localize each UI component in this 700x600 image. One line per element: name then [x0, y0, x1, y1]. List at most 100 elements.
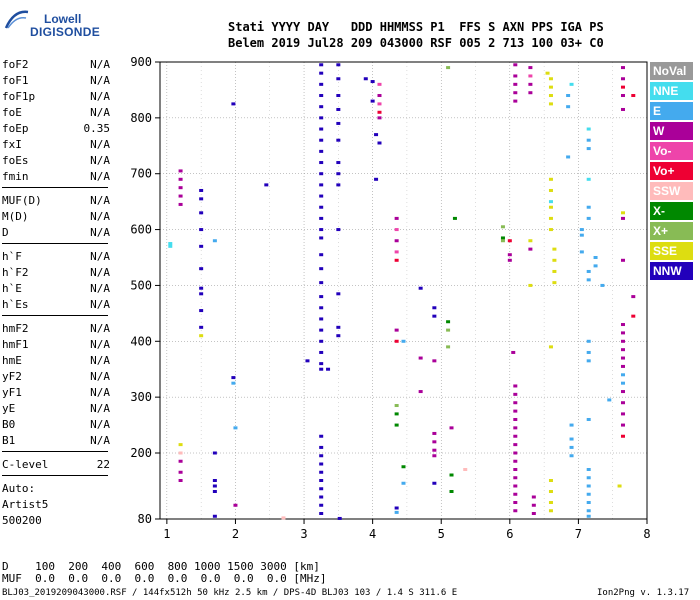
echo-point [319, 495, 324, 499]
echo-point [394, 258, 399, 262]
echo-point [377, 82, 382, 86]
echo-point [374, 133, 379, 137]
echo-point [528, 82, 533, 86]
echo-point [319, 487, 324, 491]
echo-point [513, 82, 518, 86]
echo-point [586, 278, 591, 282]
echo-point [168, 242, 173, 246]
echo-point [432, 481, 437, 485]
param-name: hmF1 [2, 338, 29, 351]
legend-item-vo: Vo+ [650, 162, 693, 180]
param-name: h`Es [2, 298, 29, 311]
echo-point [178, 194, 183, 198]
echo-point [319, 216, 324, 220]
echo-point [528, 91, 533, 95]
echo-point [548, 188, 553, 192]
echo-point [620, 356, 625, 360]
echo-point [513, 409, 518, 413]
echo-point [394, 228, 399, 232]
echo-point [281, 516, 286, 520]
echo-point [394, 328, 399, 332]
echo-point [586, 484, 591, 488]
echo-point [231, 376, 236, 380]
param-value: N/A [90, 170, 110, 183]
echo-point [319, 281, 324, 285]
echo-point [500, 236, 505, 240]
echo-point [552, 269, 557, 273]
param-value: N/A [90, 322, 110, 335]
header-row-values: Belem 2019 Jul28 209 043000 RSF 005 2 71… [228, 36, 604, 50]
echo-point [319, 295, 324, 299]
echo-point [231, 381, 236, 385]
divider [2, 243, 108, 244]
echo-point [233, 426, 238, 430]
echo-point [620, 107, 625, 111]
echo-point [620, 211, 625, 215]
file-info: BLJ03_2019209043000.RSF / 144fx512h 50 k… [2, 588, 458, 598]
echo-point [620, 412, 625, 416]
echo-point [586, 476, 591, 480]
param-value: N/A [90, 434, 110, 447]
echo-point [500, 239, 505, 243]
echo-point [569, 82, 574, 86]
echo-point [336, 183, 341, 187]
param-name: foF2 [2, 58, 29, 71]
echo-point [569, 423, 574, 427]
echo-point [449, 473, 454, 477]
echo-point [566, 105, 571, 109]
echo-point [319, 194, 324, 198]
echo-point [319, 267, 324, 271]
echo-point [513, 392, 518, 396]
echo-point [513, 417, 518, 421]
divider [2, 315, 108, 316]
echo-point [418, 356, 423, 360]
echo-point [548, 200, 553, 204]
echo-point [178, 451, 183, 455]
param-value: 0.35 [83, 122, 111, 135]
echo-point [620, 364, 625, 368]
echo-point [586, 205, 591, 209]
echo-point [401, 465, 406, 469]
echo-point [631, 94, 636, 98]
param-row-b0: B0 N/A [2, 419, 110, 430]
param-row-d: D N/A [2, 227, 110, 238]
echo-point [620, 216, 625, 220]
echo-point [432, 448, 437, 452]
echo-point [620, 85, 625, 89]
echo-point [620, 339, 625, 343]
echo-point [319, 317, 324, 321]
param-row-yf1: yF1 N/A [2, 387, 110, 398]
echo-point [548, 77, 553, 81]
echo-point [178, 177, 183, 181]
echo-point [319, 161, 324, 165]
echo-point [377, 110, 382, 114]
echo-point [305, 359, 310, 363]
echo-point [548, 509, 553, 513]
echo-point [586, 339, 591, 343]
echo-point [336, 138, 341, 142]
echo-point [178, 459, 183, 463]
echo-point [178, 186, 183, 190]
echo-point [500, 225, 505, 229]
param-value: N/A [90, 298, 110, 311]
echo-point [620, 323, 625, 327]
echo-point [513, 74, 518, 78]
echo-point [513, 426, 518, 430]
echo-point [432, 314, 437, 318]
echo-point [212, 451, 217, 455]
echo-point [319, 306, 324, 310]
echo-point [319, 172, 324, 176]
param-row-b1: B1 N/A [2, 435, 110, 446]
echo-point [319, 367, 324, 371]
echo-point [586, 350, 591, 354]
echo-point [586, 501, 591, 504]
echo-point [552, 281, 557, 285]
param-name: h`F2 [2, 266, 29, 279]
x-tick-label: 8 [643, 527, 650, 541]
param-name: MUF(D) [2, 194, 42, 207]
echo-point [377, 141, 382, 145]
echo-point [548, 345, 553, 349]
echo-point [199, 292, 204, 296]
echo-point [513, 434, 518, 438]
echo-point [233, 503, 238, 507]
